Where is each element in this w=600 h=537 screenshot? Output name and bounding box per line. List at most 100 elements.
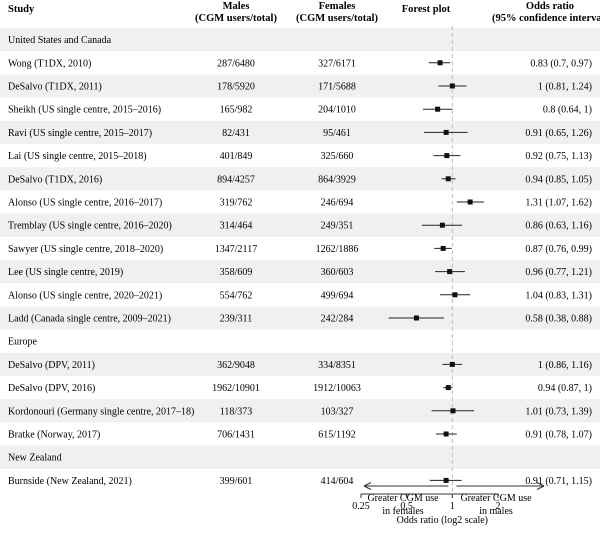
header-females-line2: (CGM users/total) <box>296 13 378 24</box>
arrow-left-label-1: Greater CGM use <box>367 493 439 504</box>
row-band <box>0 213 600 237</box>
x-tick-label: 0.25 <box>352 501 370 512</box>
odds-ratio-text: 1.04 (0.83, 1.31) <box>525 290 592 301</box>
females-value: 360/603 <box>321 267 354 278</box>
males-value: 178/5920 <box>217 82 255 93</box>
females-value: 334/8351 <box>318 360 356 371</box>
arrow-left-head-icon <box>363 482 372 490</box>
odds-ratio-text: 0.92 (0.75, 1.13) <box>525 151 592 162</box>
point-estimate <box>440 245 446 251</box>
row-band <box>0 352 600 376</box>
study-label: Burnside (New Zealand, 2021) <box>8 476 132 487</box>
odds-ratio-text: 0.94 (0.85, 1.05) <box>525 174 592 185</box>
males-value: 706/1431 <box>217 430 255 441</box>
row-band <box>0 74 600 98</box>
females-value: 499/694 <box>321 290 354 301</box>
header-males-line1: Males <box>223 1 250 12</box>
females-value: 615/1192 <box>318 430 355 441</box>
section-label: United States and Canada <box>8 35 112 46</box>
header-forest-plot: Forest plot <box>402 4 451 15</box>
males-value: 554/762 <box>220 290 253 301</box>
males-value: 314/464 <box>220 221 253 232</box>
females-value: 249/351 <box>321 221 354 232</box>
males-value: 401/849 <box>220 151 253 162</box>
row-band <box>0 399 600 423</box>
females-value: 242/284 <box>321 314 354 325</box>
study-label: Alonso (US single centre, 2016–2017) <box>8 198 162 209</box>
study-label: Sheikh (US single centre, 2015–2016) <box>8 105 161 116</box>
females-value: 95/461 <box>323 128 351 139</box>
x-axis-label: Odds ratio (log2 scale) <box>397 515 488 526</box>
males-value: 362/9048 <box>217 360 255 371</box>
x-tick-label: 1 <box>450 501 455 512</box>
males-value: 239/311 <box>220 314 252 325</box>
header-odds-ratio-line2: (95% confidence interval) <box>492 13 600 24</box>
males-value: 894/4257 <box>217 174 255 185</box>
row-band <box>0 260 600 284</box>
point-estimate <box>443 477 449 483</box>
point-estimate <box>413 315 419 321</box>
header-study: Study <box>8 4 35 15</box>
females-value: 864/3929 <box>318 174 356 185</box>
point-estimate <box>449 83 455 89</box>
odds-ratio-text: 0.91 (0.71, 1.15) <box>525 476 592 487</box>
row-band <box>0 167 600 191</box>
odds-ratio-text: 1 (0.86, 1.16) <box>538 360 592 371</box>
study-label: Lee (US single centre, 2019) <box>8 267 123 278</box>
males-value: 287/6480 <box>217 58 255 69</box>
females-value: 1912/10063 <box>313 383 361 394</box>
females-value: 246/694 <box>321 198 354 209</box>
arrow-left-label-2: in females <box>382 506 423 517</box>
study-label: Bratke (Norway, 2017) <box>8 430 100 441</box>
males-value: 165/982 <box>220 105 253 116</box>
odds-ratio-text: 0.94 (0.87, 1) <box>538 383 592 394</box>
males-value: 399/601 <box>220 476 253 487</box>
arrow-right-label-2: in males <box>479 506 513 517</box>
study-label: Alonso (US single centre, 2020–2021) <box>8 290 162 301</box>
males-value: 1962/10901 <box>212 383 260 394</box>
study-label: DeSalvo (DPV, 2011) <box>8 360 95 371</box>
study-label: DeSalvo (DPV, 2016) <box>8 383 95 394</box>
point-estimate <box>435 106 441 112</box>
row-band <box>0 120 600 144</box>
odds-ratio-text: 0.86 (0.63, 1.16) <box>525 221 592 232</box>
males-value: 319/762 <box>220 198 253 209</box>
header-odds-ratio-line1: Odds ratio <box>526 1 574 12</box>
males-value: 82/431 <box>222 128 250 139</box>
females-value: 414/604 <box>321 476 354 487</box>
study-label: Tremblay (US single centre, 2016–2020) <box>8 221 172 232</box>
row-band <box>0 445 600 469</box>
odds-ratio-text: 0.58 (0.38, 0.88) <box>525 314 592 325</box>
odds-ratio-text: 0.83 (0.7, 0.97) <box>530 58 592 69</box>
study-label: Kordonouri (Germany single centre, 2017–… <box>8 406 194 417</box>
study-label: Ravi (US single centre, 2015–2017) <box>8 128 152 139</box>
females-value: 204/1010 <box>318 105 356 116</box>
point-estimate <box>439 222 445 228</box>
females-value: 103/327 <box>321 406 354 417</box>
column-headers: Study Males (CGM users/total) Females (C… <box>8 1 600 24</box>
odds-ratio-text: 0.96 (0.77, 1.21) <box>525 267 592 278</box>
odds-ratio-text: 0.91 (0.65, 1.26) <box>525 128 592 139</box>
females-value: 325/660 <box>321 151 354 162</box>
header-males-line2: (CGM users/total) <box>195 13 277 24</box>
study-label: DeSalvo (T1DX, 2011) <box>8 82 102 93</box>
point-estimate <box>443 129 449 135</box>
females-value: 327/6171 <box>318 58 356 69</box>
x-tick-label: 0.5 <box>400 501 413 512</box>
study-label: Wong (T1DX, 2010) <box>8 58 91 69</box>
row-band <box>0 306 600 330</box>
arrow-right-head-icon <box>536 482 545 490</box>
study-label: Ladd (Canada single centre, 2009–2021) <box>8 314 171 325</box>
arrow-right-label-1: Greater CGM use <box>460 493 532 504</box>
males-value: 118/373 <box>220 406 252 417</box>
odds-ratio-text: 1 (0.81, 1.24) <box>538 82 592 93</box>
point-estimate <box>449 361 455 367</box>
odds-ratio-text: 0.8 (0.64, 1) <box>543 105 592 116</box>
point-estimate <box>443 431 449 437</box>
point-estimate <box>445 176 451 182</box>
point-estimate <box>467 199 473 205</box>
section-label: New Zealand <box>8 453 62 464</box>
odds-ratio-text: 1.01 (0.73, 1.39) <box>525 406 592 417</box>
females-value: 1262/1886 <box>316 244 359 255</box>
odds-ratio-text: 1.31 (1.07, 1.62) <box>525 198 592 209</box>
